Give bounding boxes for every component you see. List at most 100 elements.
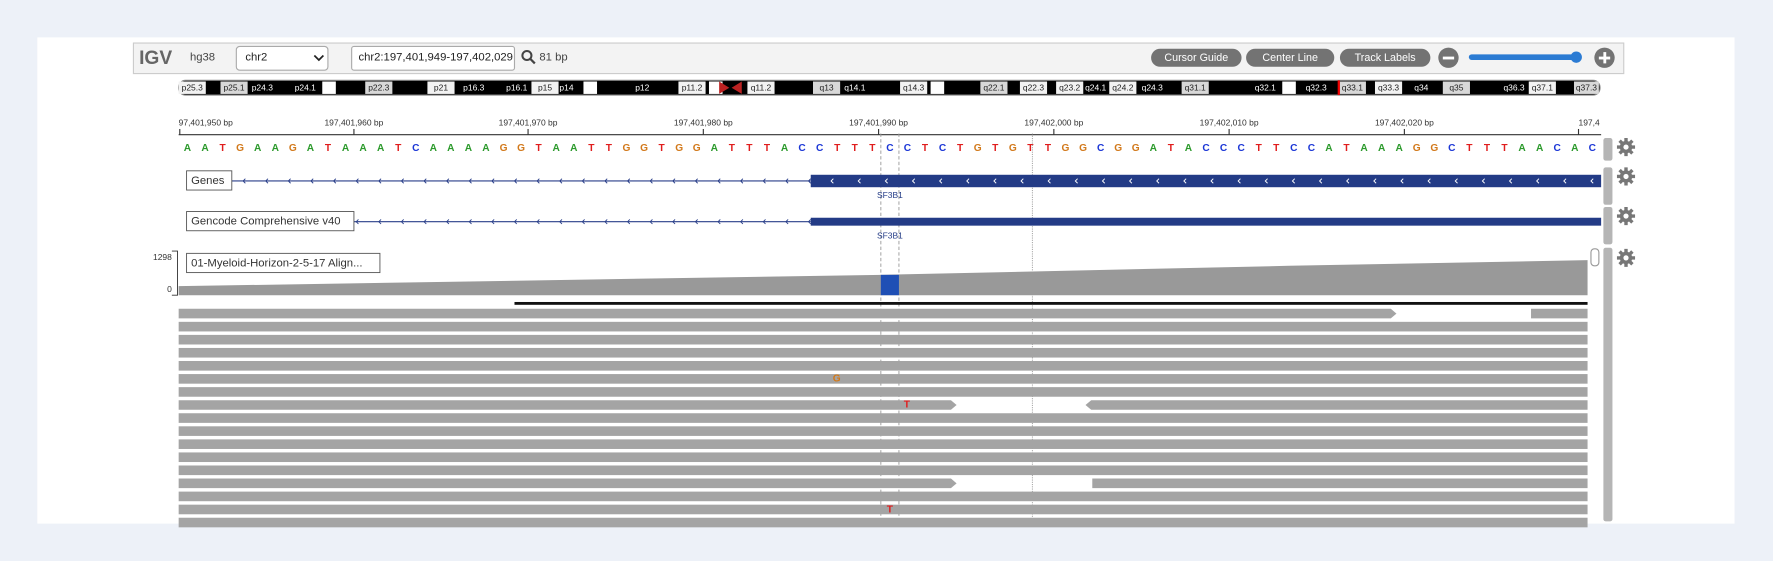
chromosome-select[interactable]: [235, 45, 329, 71]
button-label[interactable]: Center Line: [1262, 52, 1318, 64]
ruler-label: 197,401,990 bp: [849, 118, 908, 128]
coverage-mismatch: [880, 274, 899, 296]
scrollbar[interactable]: [1603, 247, 1613, 522]
strand-arrow: [1481, 178, 1485, 184]
read: [1531, 308, 1588, 319]
strand-arrow: [1183, 178, 1187, 184]
strand-arrow: [672, 219, 676, 225]
read: [178, 400, 957, 410]
strand-arrow: [649, 219, 653, 225]
strand-arrow: [966, 178, 970, 184]
chromosome[interactable]: chr2: [245, 52, 267, 64]
band: [427, 81, 455, 94]
base: C: [939, 143, 947, 154]
zoom-in[interactable]: [1594, 47, 1615, 68]
button[interactable]: [1151, 48, 1242, 67]
scrollbar[interactable]: [1603, 167, 1613, 205]
read: [1092, 478, 1588, 489]
band-label: q22.3: [1023, 83, 1044, 93]
strand-arrow: [626, 178, 631, 184]
strand-arrow: [830, 178, 834, 184]
band: [900, 81, 928, 94]
genome[interactable]: hg38: [190, 52, 215, 64]
button[interactable]: [1246, 48, 1335, 67]
base: T: [869, 143, 876, 154]
select-arrow: [313, 54, 324, 62]
base: C: [1097, 143, 1105, 154]
zoom-slider[interactable]: [1468, 54, 1580, 61]
base: T: [219, 143, 226, 154]
read: [178, 321, 1588, 332]
strand-arrow: [468, 219, 472, 225]
ruler-label: 97,401,950 bp: [179, 118, 233, 128]
base: G: [500, 143, 508, 154]
base: A: [1150, 143, 1158, 154]
band-label: q37.3: [1576, 83, 1597, 93]
strand-arrow: [1346, 178, 1350, 184]
base: A: [553, 143, 561, 154]
base: A: [272, 143, 280, 154]
strand-arrow: [446, 178, 450, 184]
base: A: [359, 143, 367, 154]
strand-arrow: [559, 178, 563, 184]
read: [178, 413, 1588, 423]
base: G: [640, 143, 648, 154]
strand-arrow: [762, 178, 766, 184]
gear[interactable]: [1616, 167, 1636, 186]
base: G: [1062, 143, 1070, 154]
ruler-label: 197,4: [1579, 118, 1600, 128]
band-label: p14: [559, 83, 573, 93]
locus[interactable]: chr2:197,401,949-197,402,029: [358, 52, 513, 64]
base: A: [201, 143, 209, 154]
band: [365, 81, 393, 94]
button-label[interactable]: Cursor Guide: [1164, 52, 1228, 64]
strand-arrow: [400, 219, 404, 225]
base: A: [1536, 143, 1544, 154]
base: C: [904, 143, 912, 154]
strand-arrow: [1210, 178, 1214, 184]
track-label-box: [186, 211, 355, 232]
base: T: [764, 143, 771, 154]
strand-arrow: [807, 219, 812, 225]
read: [178, 308, 1397, 319]
base: A: [430, 143, 438, 154]
read: [1085, 400, 1588, 410]
base: T: [606, 143, 613, 154]
band: [1338, 81, 1366, 94]
gear[interactable]: [1616, 207, 1636, 226]
strand-arrow: [1291, 178, 1296, 184]
zoom-knob[interactable]: [1570, 51, 1582, 63]
base: T: [729, 143, 736, 154]
band: [1528, 81, 1556, 94]
search-icon[interactable]: [521, 49, 536, 65]
base: C: [1554, 143, 1562, 154]
base: C: [1308, 143, 1316, 154]
ruler-label: 197,401,960 bp: [324, 118, 383, 128]
scrollbar[interactable]: [1603, 138, 1613, 161]
gear[interactable]: [1616, 138, 1636, 157]
base: T: [1343, 143, 1350, 154]
gear[interactable]: [1616, 248, 1636, 267]
band: [1019, 81, 1048, 94]
button-label[interactable]: Track Labels: [1355, 52, 1416, 64]
base: T: [1045, 143, 1052, 154]
base: T: [325, 143, 332, 154]
strand-arrow: [536, 178, 540, 184]
mismatch-base: T: [904, 400, 911, 411]
strand-arrow: [717, 219, 721, 225]
current-region: [1337, 80, 1340, 96]
band-label: p25.1: [223, 83, 244, 93]
scrollbar[interactable]: [1603, 207, 1613, 245]
strand-arrow: [400, 178, 404, 184]
strand-arrow: [1373, 178, 1377, 184]
base: A: [377, 143, 385, 154]
locus-input[interactable]: [351, 45, 516, 71]
band-label: q22.1: [983, 83, 1004, 93]
base: T: [588, 143, 595, 154]
strand-arrow: [332, 178, 337, 184]
button[interactable]: [1339, 48, 1431, 67]
scrollbar-thumb[interactable]: [1590, 248, 1600, 267]
zoom-out[interactable]: [1438, 47, 1459, 68]
base: A: [1571, 143, 1579, 154]
